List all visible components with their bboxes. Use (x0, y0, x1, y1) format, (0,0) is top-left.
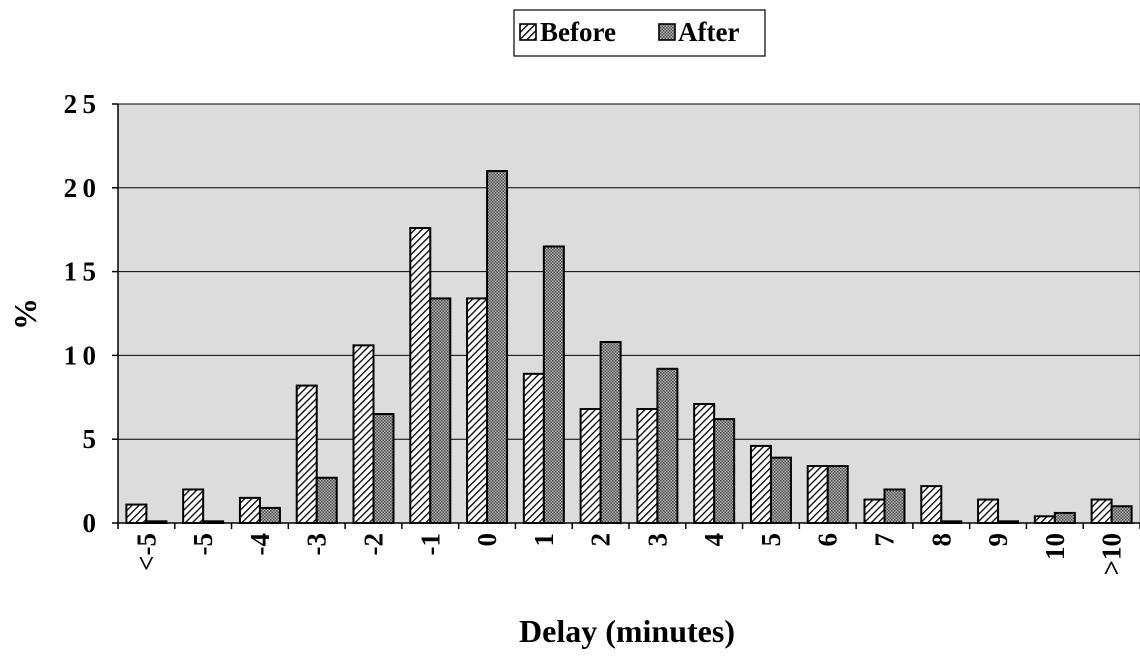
bar-before-11 (749, 444, 772, 524)
bar-before-17 (1090, 498, 1113, 525)
legend-swatch-after (658, 23, 676, 41)
legend-box (513, 9, 766, 57)
bar-before-16 (1033, 515, 1056, 525)
bar-before-8 (579, 408, 602, 525)
x-tick-label: 4 (699, 533, 729, 547)
legend-label-after: After (678, 17, 739, 47)
x-axis-label: Delay (minutes) (519, 613, 735, 649)
bar-before-10 (693, 403, 716, 524)
bar-after-8 (599, 340, 622, 524)
x-tick-label: 1 (529, 533, 559, 547)
bar-before-6 (466, 297, 489, 524)
bar-after-12 (826, 465, 849, 524)
bar-after-3 (315, 476, 338, 524)
x-tick-label: 2 (586, 533, 616, 547)
x-tick-labels: <-5 -5 -4 -3 -2 -1 0 1 2 3 4 5 6 7 8 9 10 >10 (131, 533, 1126, 575)
x-tick-label: 7 (870, 533, 900, 547)
bar-before-13 (863, 498, 886, 525)
bar-after-5 (429, 297, 452, 524)
bar-after-17 (1110, 505, 1133, 524)
bar-before-7 (522, 372, 545, 524)
bar-after-4 (372, 413, 395, 524)
bar-before-3 (295, 384, 318, 524)
y-tick-label: 1 0 (64, 340, 96, 370)
x-tick-label: -2 (359, 533, 389, 556)
x-tick-label: 6 (813, 533, 843, 547)
y-axis-label: % (7, 298, 43, 330)
y-tick-label: 2 0 (64, 173, 96, 203)
x-tick-label: -5 (188, 533, 218, 556)
x-tick-label: -4 (245, 533, 275, 556)
bar-after-16 (1053, 511, 1076, 524)
bar-before-14 (920, 485, 943, 524)
bar-before-2 (238, 496, 261, 524)
y-tick-label: 1 5 (64, 257, 96, 287)
bar-before-0 (125, 503, 148, 524)
legend: Before After (513, 9, 766, 57)
x-tick-label: 9 (983, 533, 1013, 547)
x-tick-label: 10 (1040, 533, 1070, 560)
x-tick-label: >10 (1097, 533, 1127, 575)
bar-before-12 (806, 465, 829, 524)
x-tick-label: 3 (642, 533, 672, 547)
bar-before-1 (182, 488, 205, 525)
x-tick-label: 0 (472, 533, 502, 547)
legend-swatch-before (519, 23, 537, 41)
plot-area (117, 103, 1140, 524)
bars (125, 170, 1133, 525)
x-tick-label: <-5 (131, 533, 161, 571)
axes (112, 103, 1140, 529)
x-tick-label: -1 (415, 533, 445, 556)
bar-after-7 (542, 245, 565, 525)
x-tick-label: -3 (302, 533, 332, 556)
bar-after-6 (486, 170, 509, 524)
gridlines (118, 103, 1140, 440)
y-tick-label: 0 (83, 508, 97, 538)
x-tick-label: 5 (756, 533, 786, 547)
bar-after-9 (656, 367, 679, 525)
y-tick-labels: 0 5 1 0 1 5 2 0 2 5 (64, 89, 96, 538)
y-tick-label: 2 5 (64, 89, 96, 119)
bar-before-9 (636, 408, 659, 525)
legend-label-before: Before (540, 17, 616, 47)
x-tick-label: 8 (926, 533, 956, 547)
bar-after-11 (769, 456, 792, 524)
y-tick-label: 5 (83, 424, 97, 454)
bar-after-13 (883, 488, 906, 525)
bar-before-5 (409, 227, 432, 525)
bar-before-15 (977, 498, 1000, 525)
bar-after-10 (713, 418, 736, 525)
bar-before-4 (352, 344, 375, 524)
bar-after-2 (258, 506, 281, 524)
